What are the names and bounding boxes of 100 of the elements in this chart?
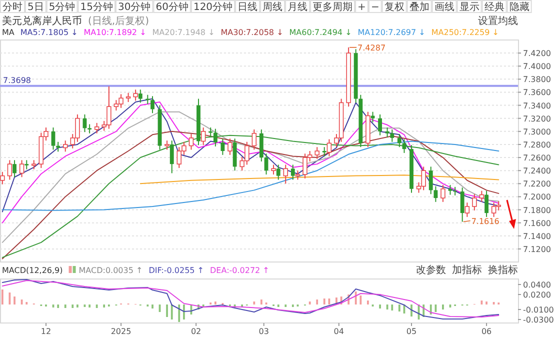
candlestick — [170, 140, 174, 174]
candlestick — [7, 160, 12, 180]
candlestick — [290, 164, 295, 180]
text: 画线 — [434, 1, 454, 13]
annotation: 7.4287 — [358, 43, 386, 52]
candlestick — [378, 114, 382, 136]
legend-title: MA — [2, 28, 15, 37]
y-tick-label: 7.3400 — [523, 101, 551, 110]
candlestick — [434, 186, 438, 202]
text: 复权 — [384, 1, 404, 13]
y-tick-label: 7.2400 — [523, 166, 551, 176]
candlestick — [464, 202, 470, 218]
text: 改参数 — [416, 264, 446, 276]
chart-title: MACD(12,26,9) — [2, 266, 63, 275]
candlestick — [479, 190, 484, 202]
annotation: 7.1616 — [471, 216, 500, 226]
candlestick — [448, 184, 452, 196]
text: MA250:7.2259 ↓ — [431, 28, 499, 37]
candlestick — [94, 122, 100, 134]
text: 60分钟 — [156, 1, 188, 13]
y-tick-label: 7.2000 — [523, 192, 551, 202]
candlestick — [150, 96, 154, 114]
candlestick — [228, 138, 232, 156]
text: 换指标 — [488, 264, 518, 276]
text: 经典 — [484, 1, 504, 13]
chart-subtitle: (日线,后复权) — [88, 15, 150, 27]
candlestick — [32, 160, 36, 170]
text: DEA:-0.0272 ↑ — [210, 266, 270, 275]
candlestick — [12, 160, 16, 178]
text: MA20:7.1948 ↓ — [152, 28, 215, 37]
candlestick — [326, 138, 332, 157]
x-tick-label: 2025 — [110, 327, 132, 336]
text: 叠加 — [409, 1, 430, 13]
y-tick-label: 7.2800 — [523, 140, 551, 150]
candlestick — [440, 184, 446, 202]
text: MA120:7.2697 ↓ — [358, 28, 426, 37]
legend-label: MACD:0.0035 ↑ — [78, 266, 143, 275]
candlestick — [283, 164, 288, 184]
x-tick-label: 04 — [334, 327, 344, 336]
y-tick-label: 7.2600 — [523, 154, 551, 163]
y-tick-label: -0.0300 — [523, 316, 554, 324]
candlestick — [322, 146, 326, 157]
text: 设置均线 — [478, 15, 518, 27]
y-tick-label: 7.4000 — [523, 62, 551, 72]
candlestick — [295, 170, 300, 180]
text: 30分钟 — [118, 1, 151, 13]
text: MA30:7.2058 ↓ — [220, 28, 284, 37]
candlestick — [472, 194, 477, 211]
text: 5分钟 — [48, 1, 76, 13]
candlestick — [276, 164, 280, 180]
candlestick — [390, 128, 394, 142]
chart-title: 美元兑离岸人民币 — [2, 15, 82, 27]
candlestick — [138, 89, 142, 104]
text: 5日 — [28, 2, 44, 13]
candlestick — [402, 138, 406, 154]
y-tick-label: 7.2200 — [523, 180, 551, 189]
candlestick — [24, 160, 29, 170]
text: 周线 — [262, 1, 283, 13]
candlestick — [188, 134, 194, 150]
y-tick-label: 7.3800 — [523, 75, 551, 84]
candlestick — [62, 140, 68, 152]
text: 月线 — [288, 1, 308, 13]
candlestick — [252, 128, 257, 150]
candlestick — [428, 166, 433, 195]
x-tick-label: 05 — [406, 327, 417, 336]
y-tick-label: 7.1200 — [523, 244, 551, 254]
candlestick — [133, 89, 138, 102]
x-tick-label: 02 — [190, 327, 202, 336]
y-tick-label: -0.0100 — [523, 306, 554, 314]
line-series — [140, 174, 500, 184]
y-tick-label: 7.3600 — [523, 88, 551, 98]
text: 隐藏 — [509, 1, 530, 13]
text: 日线 — [238, 1, 258, 13]
y-tick-label: 0.0200 — [523, 290, 551, 300]
y-tick-label: 7.1400 — [523, 232, 551, 241]
candlestick — [460, 187, 464, 222]
text: MA60:7.2494 ↓ — [289, 28, 352, 37]
text: 120分钟 — [193, 1, 233, 13]
x-tick-label: 06 — [481, 327, 492, 336]
y-tick-label: 7.1800 — [523, 206, 551, 215]
candlestick — [51, 126, 56, 150]
candlestick — [314, 146, 320, 160]
candlestick — [220, 138, 225, 156]
text: 显示 — [459, 2, 480, 13]
y-tick-label: 7.3000 — [523, 127, 551, 136]
candlestick — [164, 140, 170, 150]
line-series — [2, 140, 500, 211]
text: MA10:7.1892 ↓ — [84, 28, 146, 37]
line-series — [2, 111, 500, 243]
y-tick-label: 0.0400 — [523, 280, 551, 290]
x-tick-label: 12 — [40, 327, 52, 336]
text: 15分钟 — [80, 1, 113, 13]
text: MA5:7.1805 ↓ — [20, 28, 78, 37]
y-tick-label: 7.3200 — [523, 114, 551, 124]
text: + — [358, 2, 366, 13]
candlestick — [126, 92, 131, 103]
candlestick — [200, 126, 206, 146]
candlestick — [88, 124, 92, 134]
ref-line-label: 7.3698 — [3, 76, 31, 85]
text: − — [370, 2, 380, 13]
